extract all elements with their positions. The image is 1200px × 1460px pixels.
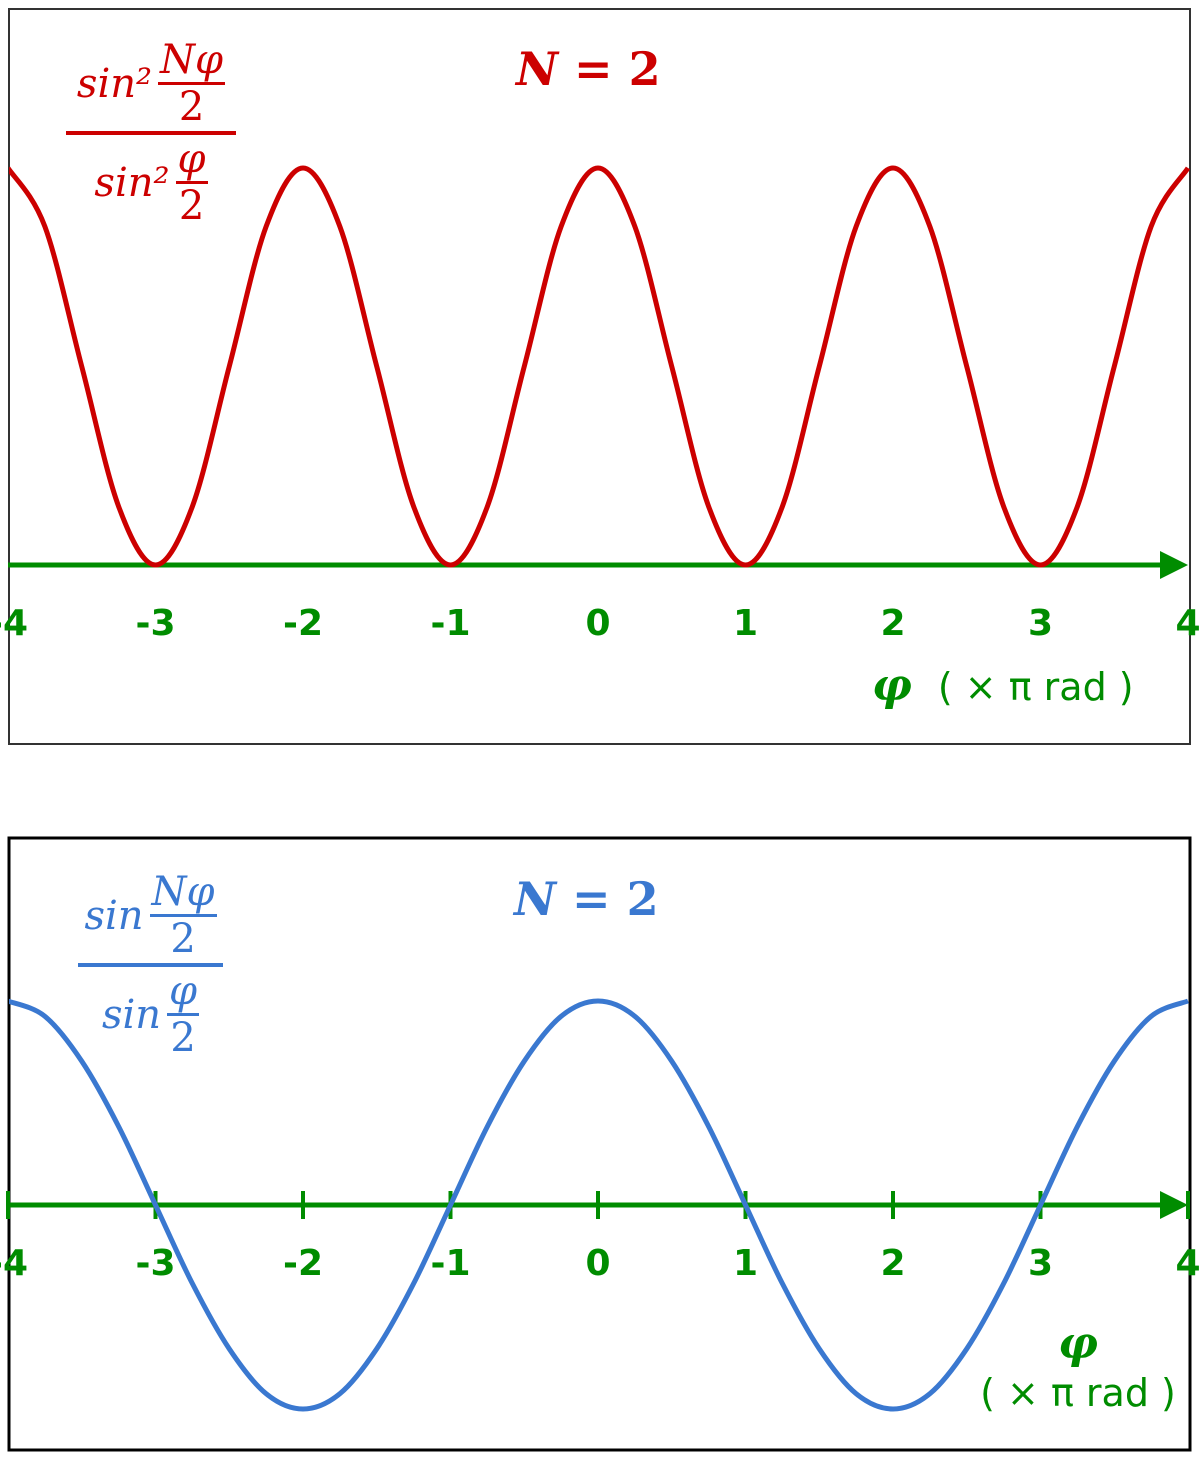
x-tick-label: -2 <box>283 603 323 644</box>
plot-frame <box>7 836 1192 1452</box>
formula-den-top: φ <box>177 136 206 182</box>
x-axis-arrow <box>1160 551 1188 579</box>
x-tick-label: -4 <box>0 603 28 644</box>
formula-num-bottom: 2 <box>178 84 205 130</box>
bottom-xlabel: φ ( × π rad ) <box>968 1318 1188 1416</box>
plot-frame <box>8 8 1191 745</box>
x-tick-label: -4 <box>0 1243 28 1284</box>
formula-num-top: Nφ <box>151 869 215 915</box>
bottom-ylabel-formula: sin Nφ 2 sin φ 2 <box>78 872 223 1058</box>
fraction-bar <box>167 1013 200 1016</box>
main-fraction-bar <box>66 131 236 135</box>
x-tick-label: 3 <box>1028 603 1053 644</box>
formula-func: sin <box>84 892 144 939</box>
x-tick-label: 2 <box>880 603 905 644</box>
x-tick-label: -2 <box>283 1243 323 1284</box>
x-tick-label: 1 <box>733 603 758 644</box>
x-tick-label: -3 <box>136 1243 176 1284</box>
formula-den-func: sin² <box>94 159 170 206</box>
x-tick-label: 2 <box>880 1243 905 1284</box>
bottom-title: N = 2 <box>514 872 659 926</box>
xlabel-unit: ( × π rad ) <box>980 1370 1176 1415</box>
fraction-bar <box>175 181 208 184</box>
top-title: N = 2 <box>516 42 661 96</box>
top-ylabel-formula: sin² Nφ 2 sin² φ 2 <box>66 40 236 226</box>
formula-den-bottom: 2 <box>170 1015 196 1061</box>
x-tick-label: 0 <box>585 1243 610 1284</box>
x-tick-label: 3 <box>1028 1243 1053 1284</box>
fraction-bar <box>149 914 217 917</box>
xlabel-symbol: φ <box>872 660 912 711</box>
x-tick-label: 0 <box>585 603 610 644</box>
top-xlabel: φ ( × π rad ) <box>872 660 1134 711</box>
main-fraction-bar <box>78 963 223 967</box>
data-curve <box>9 165 1190 568</box>
x-tick-label: -3 <box>136 603 176 644</box>
x-axis-arrow <box>1160 1191 1188 1219</box>
formula-func: sin² <box>76 60 153 107</box>
x-tick-label: -1 <box>431 603 471 644</box>
x-tick-label: 1 <box>733 1243 758 1284</box>
formula-num-top: Nφ <box>160 37 224 83</box>
formula-num-bottom: 2 <box>170 916 196 962</box>
x-tick-label: 4 <box>1175 603 1200 644</box>
fraction-bar <box>158 82 226 85</box>
data-curve <box>9 998 1189 1412</box>
x-tick-label: 4 <box>1175 1243 1200 1284</box>
formula-den-top: φ <box>169 968 198 1014</box>
xlabel-unit: ( × π rad ) <box>937 665 1134 709</box>
x-tick-label: -1 <box>431 1243 471 1284</box>
formula-den-func: sin <box>101 991 162 1038</box>
formula-den-bottom: 2 <box>178 183 205 229</box>
xlabel-symbol: φ <box>1058 1318 1098 1369</box>
